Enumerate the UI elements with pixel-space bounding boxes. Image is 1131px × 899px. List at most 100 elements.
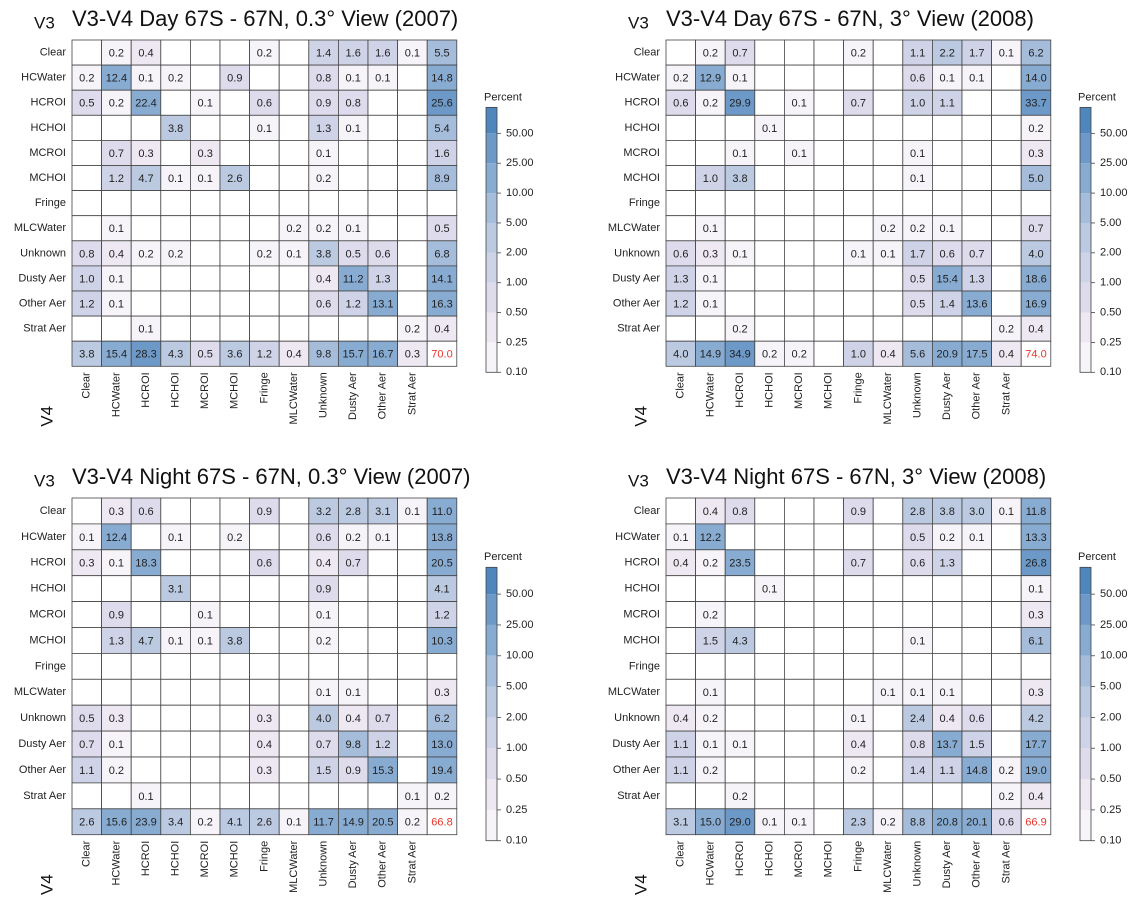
cell-label: 3.6 — [227, 349, 242, 361]
empty-cell — [932, 653, 963, 680]
column-label: Strat Aer — [406, 840, 418, 883]
empty-cell — [813, 782, 845, 810]
cell-label: 11.7 — [313, 817, 334, 829]
cell — [843, 240, 874, 267]
empty-cell — [219, 549, 251, 577]
empty-cell — [130, 523, 162, 551]
empty-cell — [219, 601, 251, 628]
cell — [308, 808, 339, 836]
empty-cell — [189, 730, 221, 758]
cell — [130, 627, 162, 654]
cell-label: 1.4 — [316, 47, 331, 59]
cell-label: 0.9 — [851, 506, 866, 518]
cell-label: 74.0 — [1025, 349, 1046, 361]
cell-label: 13.3 — [1025, 532, 1046, 544]
cell-label: 4.3 — [168, 349, 183, 361]
colorbar-band — [486, 193, 497, 223]
cell — [337, 265, 369, 292]
colorbar-tick-label: 0.50 — [506, 306, 527, 318]
cell-label: 0.8 — [79, 248, 94, 260]
cell — [1020, 290, 1052, 317]
cell-label: 0.1 — [851, 713, 866, 725]
empty-cell — [961, 215, 993, 242]
cell — [130, 782, 162, 810]
empty-cell — [843, 575, 874, 603]
empty-cell — [219, 678, 251, 706]
chart-title: V3-V4 Day 67S - 67N, 0.3° View (2007) — [72, 6, 458, 31]
empty-cell — [160, 756, 191, 784]
colorbar-band — [1080, 133, 1091, 164]
empty-cell — [278, 190, 310, 217]
empty-cell — [754, 497, 785, 525]
empty-cell — [160, 782, 191, 810]
cell-label: 15.7 — [342, 349, 363, 361]
cell-label: 12.4 — [106, 73, 127, 85]
colorbar-band — [486, 282, 497, 313]
cell-label: 0.4 — [940, 713, 955, 725]
empty-cell — [278, 89, 310, 116]
empty-cell — [843, 165, 874, 192]
cell-label: 0.3 — [109, 506, 124, 518]
cell-label: 15.4 — [106, 349, 127, 361]
empty-cell — [71, 678, 103, 706]
cell-label: 1.0 — [79, 273, 94, 285]
colorbar-tick-label: 10.00 — [1100, 650, 1128, 662]
cell — [101, 39, 132, 66]
cell-label: 0.4 — [316, 558, 331, 570]
empty-cell — [843, 653, 874, 680]
cell-label: 9.8 — [316, 349, 331, 361]
empty-cell — [991, 627, 1022, 654]
empty-cell — [843, 139, 874, 166]
empty-cell — [219, 756, 251, 784]
cell-label: 0.3 — [257, 765, 272, 777]
empty-cell — [249, 139, 280, 166]
cell-label: 14.8 — [431, 73, 452, 85]
cell — [71, 523, 103, 551]
empty-cell — [101, 653, 132, 680]
empty-cell — [902, 653, 933, 680]
cell — [665, 340, 697, 367]
column-label: Clear — [81, 840, 93, 867]
cell-label: 0.1 — [792, 98, 807, 110]
cell-label: 6.2 — [434, 713, 449, 725]
cell-label: 0.1 — [910, 148, 925, 160]
cell-label: 0.2 — [703, 98, 718, 110]
empty-cell — [754, 89, 785, 116]
cell — [695, 756, 726, 784]
cell — [1020, 497, 1052, 525]
column-label: MLCWater — [288, 840, 300, 892]
cell-label: 0.7 — [79, 739, 94, 751]
empty-cell — [695, 190, 726, 217]
cell-label: 20.5 — [431, 558, 452, 570]
cell-label: 0.1 — [316, 609, 331, 621]
empty-cell — [872, 265, 904, 292]
cell — [101, 497, 132, 525]
empty-cell — [843, 64, 874, 91]
column-label: Other Aer — [971, 840, 983, 887]
row-label: MLCWater — [608, 222, 660, 234]
cell-label: 2.6 — [79, 817, 94, 829]
empty-cell — [872, 653, 904, 680]
empty-cell — [397, 756, 428, 784]
empty-cell — [665, 39, 697, 66]
colorbar-band — [1080, 748, 1091, 780]
cell — [249, 730, 280, 758]
cell-label: 11.8 — [1026, 506, 1047, 518]
empty-cell — [695, 653, 726, 680]
row-label: Other Aer — [613, 764, 660, 776]
empty-cell — [308, 782, 339, 810]
row-label: Strat Aer — [617, 790, 660, 802]
colorbar-tick-label: 0.50 — [1100, 306, 1121, 318]
cell-label: 1.2 — [375, 739, 390, 751]
cell-label: 0.1 — [109, 298, 124, 310]
empty-cell — [337, 190, 369, 217]
column-label: MLCWater — [288, 372, 300, 424]
cell-label: 0.2 — [940, 532, 955, 544]
colorbar-band — [486, 107, 497, 134]
empty-cell — [932, 139, 963, 166]
cell-label: 0.1 — [316, 148, 331, 160]
cell-label: 0.1 — [703, 739, 718, 751]
cell-label: 0.6 — [257, 98, 272, 110]
empty-cell — [813, 190, 845, 217]
empty-cell — [160, 89, 191, 116]
